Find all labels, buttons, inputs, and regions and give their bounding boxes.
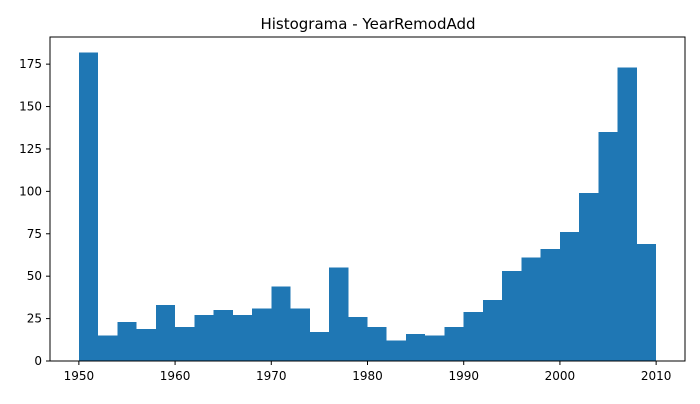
histogram-bar — [521, 257, 541, 361]
y-tick-label: 0 — [34, 354, 42, 368]
histogram-bar — [425, 335, 445, 361]
y-tick-label: 75 — [27, 227, 42, 241]
histogram-bar — [309, 332, 330, 361]
x-tick-label: 2000 — [545, 369, 576, 383]
histogram-bar — [482, 299, 503, 361]
histogram-bar — [367, 327, 387, 361]
y-tick-label: 100 — [19, 184, 42, 198]
histogram-bar — [502, 271, 522, 361]
x-tick-label: 1950 — [64, 369, 95, 383]
histogram-bar — [290, 308, 310, 361]
histogram-bar — [405, 333, 426, 361]
histogram-bar — [559, 232, 580, 361]
histogram-bar — [348, 316, 368, 361]
y-tick-label: 150 — [19, 100, 42, 114]
y-axis-ticks: 0 25 50 75 100 125 150 175 — [19, 57, 50, 368]
y-tick-label: 50 — [27, 269, 42, 283]
histogram-bar — [444, 327, 464, 361]
y-tick-label: 25 — [27, 312, 42, 326]
histogram-bar — [252, 308, 272, 361]
bars-group — [78, 52, 657, 362]
histogram-bar — [386, 340, 406, 361]
histogram-bar — [329, 267, 349, 361]
y-tick-label: 125 — [19, 142, 42, 156]
histogram-bar — [117, 321, 137, 361]
x-axis-ticks: 1950 1960 1970 1980 1990 2000 2010 — [64, 361, 672, 383]
x-tick-label: 2010 — [641, 369, 672, 383]
histogram-bar — [213, 310, 233, 361]
histogram-bar — [136, 328, 156, 361]
y-tick-label: 175 — [19, 57, 42, 71]
histogram-bar — [271, 286, 291, 361]
x-tick-label: 1990 — [448, 369, 479, 383]
histogram-bar — [617, 67, 637, 362]
x-tick-label: 1960 — [160, 369, 191, 383]
chart-title: Histograma - YearRemodAdd — [260, 15, 475, 33]
histogram-bar — [98, 335, 118, 361]
histogram-bar — [636, 243, 657, 361]
histogram-bar — [463, 311, 483, 361]
histogram-bar — [232, 315, 253, 361]
histogram-bar — [78, 52, 99, 361]
histogram-bar — [540, 249, 560, 361]
histogram-bar — [598, 131, 618, 361]
histogram-bar — [579, 193, 599, 361]
x-tick-label: 1980 — [352, 369, 383, 383]
histogram-bar — [155, 305, 176, 361]
histogram-bar — [175, 327, 195, 361]
histogram-bar — [194, 315, 214, 361]
x-tick-label: 1970 — [256, 369, 287, 383]
